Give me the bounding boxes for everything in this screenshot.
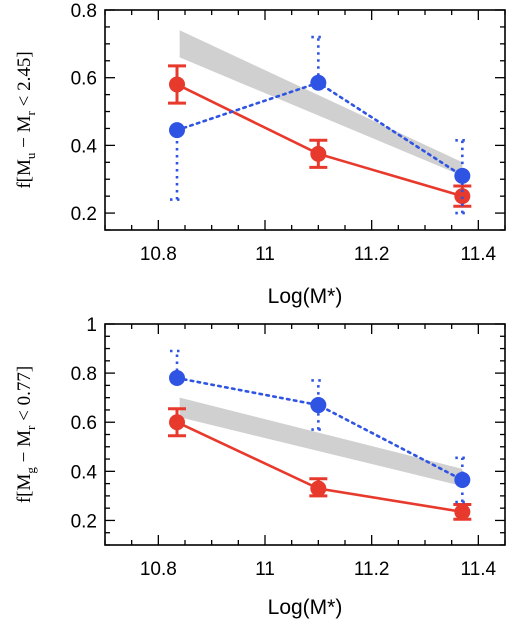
data-point — [169, 370, 185, 387]
model-band — [179, 397, 463, 487]
y-axis-label: f[Mu − Mr < 2.45] — [14, 51, 38, 188]
x-tick-label: 10.8 — [140, 244, 177, 265]
data-point — [169, 122, 185, 139]
x-tick-label: 11.2 — [354, 559, 390, 580]
y-tick-label: 0.2 — [71, 204, 97, 225]
y-tick-label: 1 — [86, 315, 97, 336]
series-line — [175, 376, 464, 482]
data-point — [454, 167, 471, 184]
data-point — [454, 471, 471, 488]
y-label-subscript: r — [23, 110, 38, 115]
x-tick-label: 11.2 — [354, 244, 390, 265]
data-point — [310, 397, 327, 414]
data-point — [169, 414, 185, 431]
plot-frame — [104, 9, 506, 231]
data-point — [310, 145, 327, 162]
y-tick-label: 0.6 — [71, 413, 97, 434]
x-tick-label: 11.4 — [461, 244, 497, 265]
y-axis-label: f[Mg − Mr < 0.77] — [14, 366, 38, 503]
data-point — [169, 76, 185, 93]
blue-series — [169, 349, 471, 504]
panel-1: 0.2 0.4 0.6 0.8 10.8 11 11.2 11.4 Log(M*) f[Mu − … — [14, 1, 506, 308]
blue-series — [169, 35, 471, 215]
y-label-subscript: r — [23, 425, 38, 430]
x-axis-label: Log(M*) — [268, 596, 343, 619]
red-series — [168, 407, 472, 521]
data-point — [310, 480, 327, 497]
y-tick-label: 0.6 — [71, 69, 97, 90]
y-label-subscript: u — [23, 152, 38, 159]
y-label-text: < 0.77] — [14, 366, 35, 426]
y-label-text: f[M — [14, 474, 35, 504]
red-series — [168, 64, 472, 208]
y-label-text: − M — [14, 115, 35, 152]
y-label-text: f[M — [14, 159, 35, 189]
data-point — [454, 503, 471, 520]
x-tick-label: 11 — [255, 559, 275, 580]
y-label-text: < 2.45] — [14, 51, 35, 111]
y-tick-label: 0.4 — [71, 462, 98, 483]
y-tick-label: 0.4 — [71, 136, 98, 157]
x-tick-label: 10.8 — [140, 559, 177, 580]
y-tick-label: 0.8 — [71, 364, 97, 385]
y-tick-label: 0.8 — [71, 1, 97, 22]
x-tick-label: 11 — [255, 244, 275, 265]
data-point — [454, 188, 471, 205]
y-label-text: − M — [14, 430, 35, 467]
y-tick-label: 0.2 — [71, 511, 97, 532]
x-tick-label: 11.4 — [461, 559, 497, 580]
data-point — [310, 74, 327, 91]
panel-2: 0.2 0.4 0.6 0.8 1 10.8 11 11.2 11.4 Log(M*) f[Mg −… — [14, 315, 506, 619]
x-axis-label: Log(M*) — [268, 285, 343, 308]
y-label-subscript: g — [23, 467, 38, 474]
model-band — [179, 30, 463, 176]
